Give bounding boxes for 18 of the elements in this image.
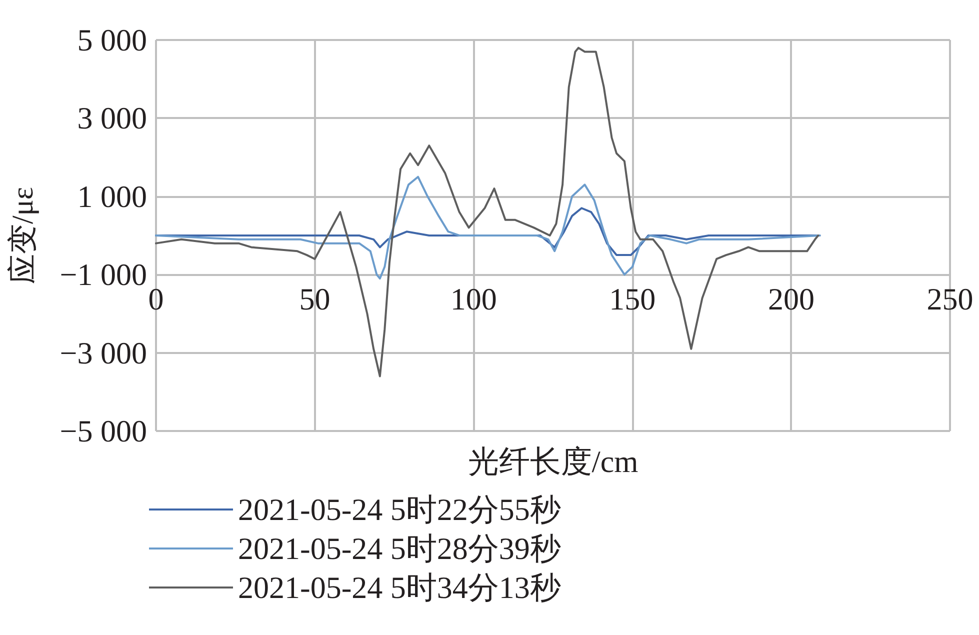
y-tick-label: 1 000 — [77, 178, 147, 214]
y-tick-label: −1 000 — [60, 257, 147, 292]
y-axis-title: 应变/με — [6, 186, 40, 284]
x-tick-label: 200 — [768, 282, 814, 317]
x-tick-label: 0 — [148, 282, 164, 317]
line-series — [155, 176, 821, 280]
x-axis-title: 光纤长度/cm — [468, 444, 638, 479]
y-tick-label: 3 000 — [77, 100, 147, 136]
x-tick-label: 250 — [926, 282, 974, 317]
legend-label: 2021-05-24 5时28分39秒 — [238, 531, 561, 566]
legend-label: 2021-05-24 5时34分13秒 — [238, 570, 561, 605]
y-tick-label: −3 000 — [60, 335, 147, 370]
y-tick-label: 5 000 — [77, 22, 147, 58]
x-tick-label: 50 — [299, 282, 330, 317]
legend-label: 2021-05-24 5时22分55秒 — [238, 492, 561, 527]
x-tick-label: 100 — [450, 282, 497, 317]
y-tick-label: −5 000 — [60, 414, 147, 448]
x-tick-label: 150 — [609, 282, 656, 317]
